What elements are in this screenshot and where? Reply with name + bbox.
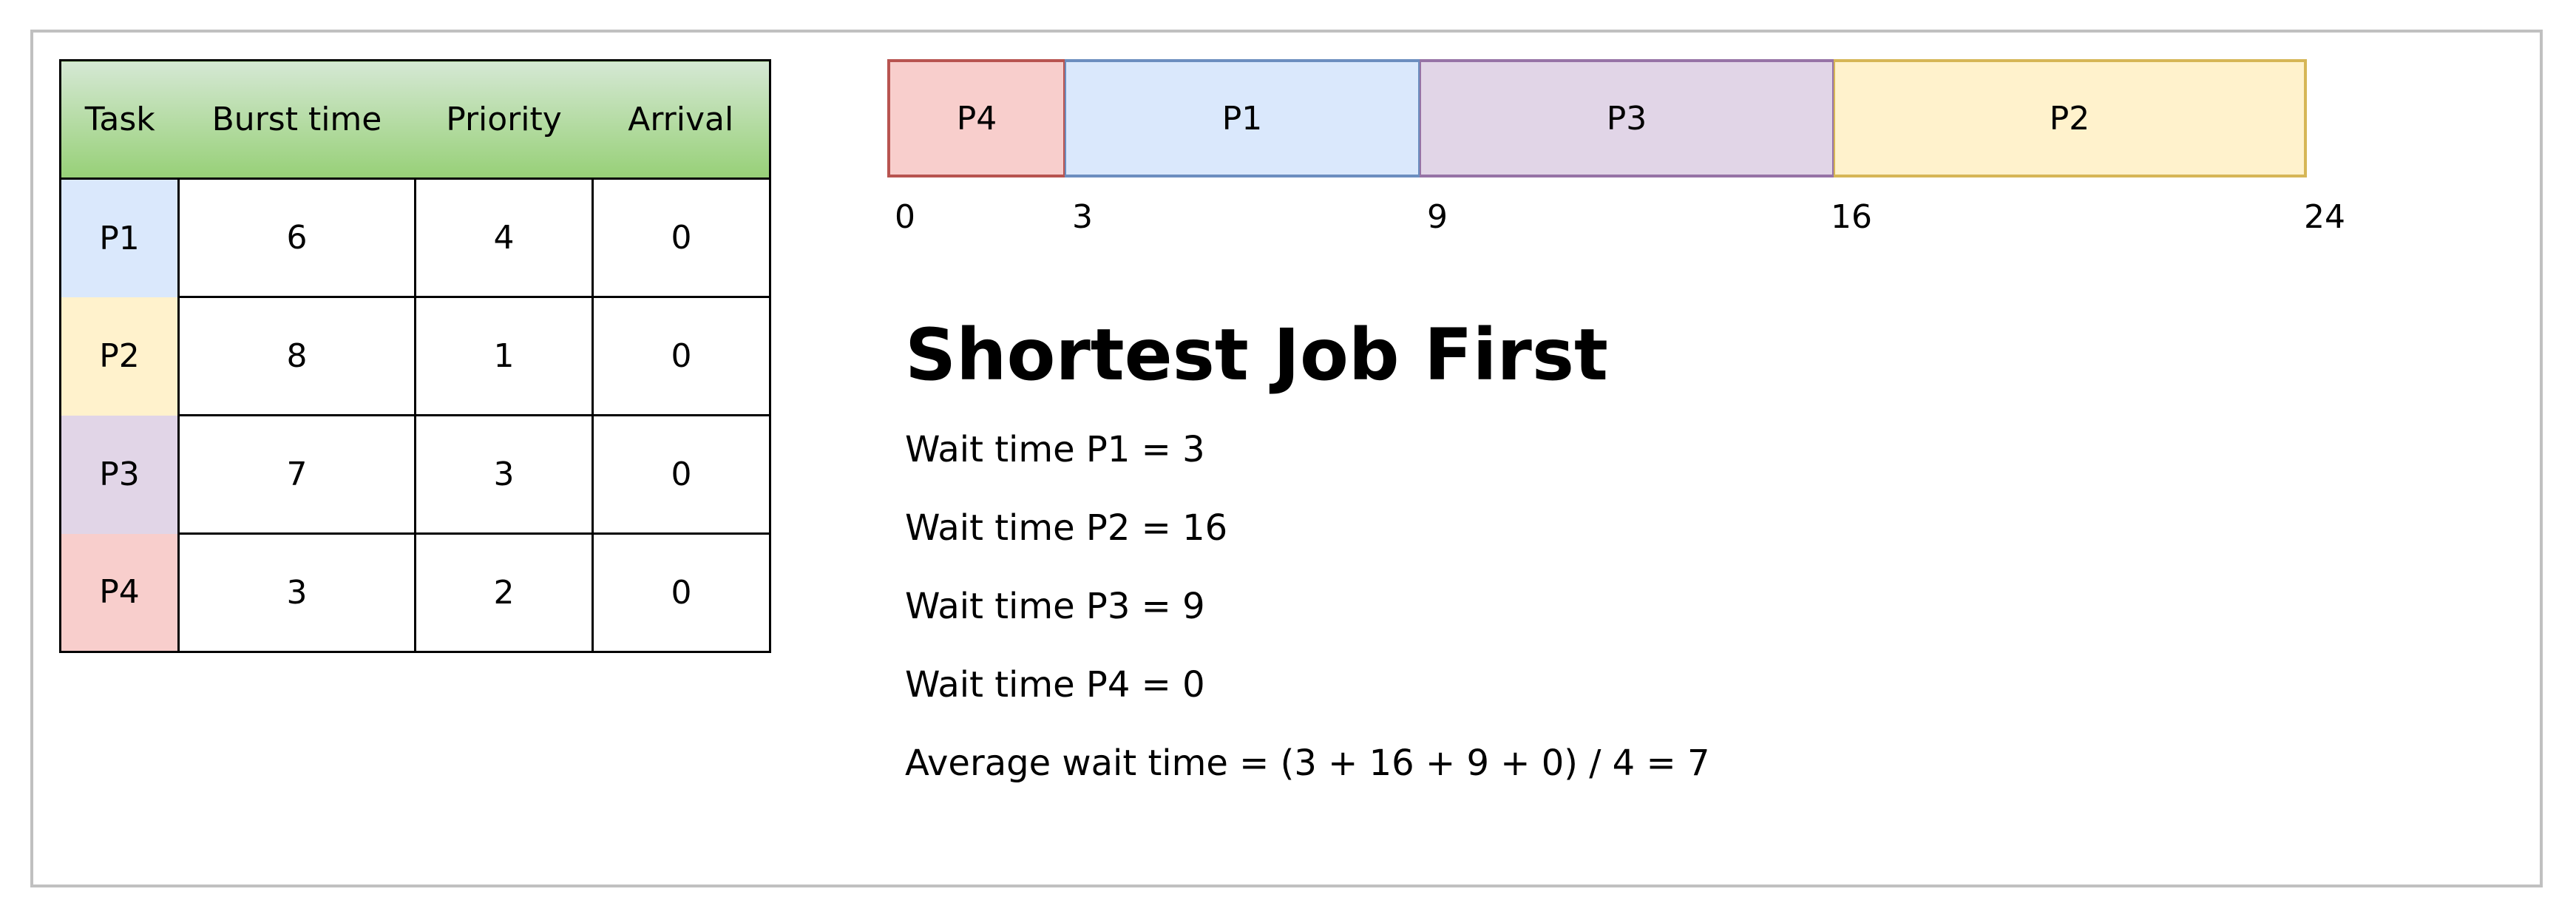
diagram-frame: [30, 30, 2543, 887]
table-row: P4 3 2 0: [59, 532, 771, 653]
task-cell: P2: [59, 297, 180, 416]
arrival-cell: 0: [592, 296, 771, 416]
arrival-cell: 0: [592, 532, 771, 653]
gantt-block-p2: P2: [1834, 59, 2307, 177]
task-table: Task Burst time Priority Arrival P1 6 4 …: [59, 59, 771, 653]
average-wait-time: Average wait time = (3 + 16 + 9 + 0) / 4…: [905, 743, 1710, 784]
gantt-tick-label: 9: [1427, 198, 1448, 236]
gantt-time-axis: 0 3 9 16 24: [887, 198, 2440, 243]
header-priority: Priority: [415, 59, 593, 180]
burst-cell: 8: [177, 296, 416, 416]
task-cell: P1: [59, 178, 180, 297]
priority-cell: 4: [414, 177, 594, 298]
arrival-cell: 0: [592, 177, 771, 298]
table-header-row: Task Burst time Priority Arrival: [59, 59, 771, 180]
gantt-tick-label: 16: [1831, 198, 1872, 236]
wait-time-p4: Wait time P4 = 0: [905, 664, 1205, 706]
burst-cell: 7: [177, 414, 416, 535]
gantt-tick-label: 24: [2304, 198, 2345, 236]
header-arrival: Arrival: [592, 59, 771, 180]
arrival-cell: 0: [592, 414, 771, 535]
gantt-chart: P4 P1 P3 P2: [887, 59, 2307, 177]
table-row: P2 8 1 0: [59, 296, 771, 416]
wait-time-p2: Wait time P2 = 16: [905, 507, 1228, 549]
wait-time-p3: Wait time P3 = 9: [905, 586, 1205, 627]
priority-cell: 2: [414, 532, 594, 653]
gantt-block-p1: P1: [1065, 59, 1420, 177]
page-title: Shortest Job First: [905, 314, 1608, 396]
gantt-tick-label: 0: [895, 198, 915, 236]
gantt-block-p4: P4: [887, 59, 1065, 177]
gantt-block-p3: P3: [1420, 59, 1834, 177]
priority-cell: 1: [414, 296, 594, 416]
table-row: P1 6 4 0: [59, 177, 771, 298]
burst-cell: 6: [177, 177, 416, 298]
wait-time-p1: Wait time P1 = 3: [905, 429, 1205, 470]
table-row: P3 7 3 0: [59, 414, 771, 535]
task-cell: P3: [59, 415, 180, 534]
priority-cell: 3: [414, 414, 594, 535]
header-burst-time: Burst time: [178, 59, 416, 180]
burst-cell: 3: [177, 532, 416, 653]
gantt-tick-label: 3: [1072, 198, 1093, 236]
summary-panel: Shortest Job First Wait time P1 = 3 Wait…: [905, 311, 1709, 787]
header-task: Task: [59, 59, 179, 180]
task-cell: P4: [59, 533, 180, 653]
